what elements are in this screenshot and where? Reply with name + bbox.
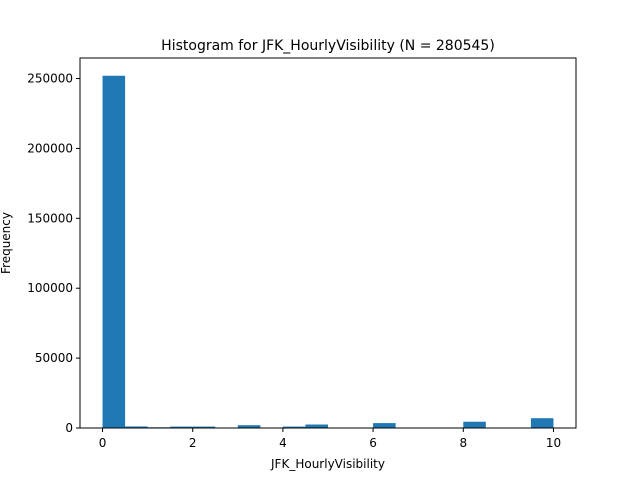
x-tick-label: 6	[369, 436, 377, 450]
y-tick-label: 0	[65, 421, 73, 435]
chart-title: Histogram for JFK_HourlyVisibility (N = …	[161, 38, 495, 54]
histogram-bar	[282, 426, 306, 428]
y-tick-label: 50000	[35, 351, 73, 365]
y-tick-label: 250000	[27, 72, 73, 86]
histogram-bar	[237, 425, 261, 428]
histogram-bar	[373, 423, 396, 428]
y-tick-label: 200000	[27, 141, 73, 155]
histogram-bar	[102, 75, 126, 429]
x-tick-label: 8	[459, 436, 467, 450]
histogram-bar	[305, 424, 328, 428]
y-axis-label: Frequency	[0, 212, 13, 274]
histogram-bar	[530, 418, 554, 428]
plot-frame	[79, 57, 577, 429]
histogram-bar	[192, 426, 216, 428]
x-tick-label: 4	[279, 436, 287, 450]
bars-group	[102, 75, 554, 429]
x-tick-label: 0	[99, 436, 107, 450]
x-axis-label: JFK_HourlyVisibility	[270, 457, 385, 471]
y-axis-ticks: 0 50000 100000 150000 200000 250000	[27, 72, 80, 435]
y-tick-label: 150000	[27, 211, 73, 225]
x-tick-label: 2	[189, 436, 197, 450]
y-tick-label: 100000	[27, 281, 73, 295]
histogram-bar	[170, 426, 193, 428]
x-axis-ticks: 0 2 4 6 8 10	[99, 428, 561, 450]
histogram-bar	[463, 421, 486, 428]
x-tick-label: 10	[546, 436, 561, 450]
histogram-bar	[125, 426, 148, 428]
